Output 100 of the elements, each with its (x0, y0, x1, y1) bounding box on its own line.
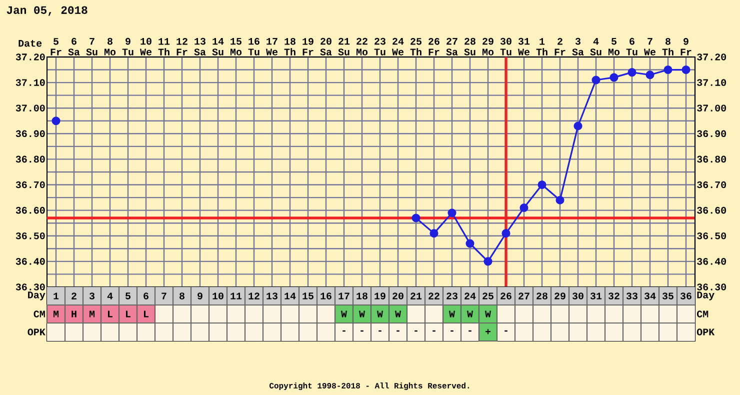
y2-tick-label: 37.00 (697, 104, 726, 112)
text: - (414, 330, 418, 332)
x-tick-label: 20 Sa (320, 38, 332, 56)
x-tick-label: 22 Mo (356, 38, 368, 56)
x-tick-label: 24 (464, 292, 476, 300)
point (574, 122, 582, 130)
point (682, 66, 690, 74)
x-tick-label: 1 (54, 292, 59, 300)
x-tick-label: 7 Su (86, 38, 98, 56)
x-tick-label: 20 (392, 292, 404, 300)
x-tick-label: 24 We (392, 38, 404, 56)
text: - (360, 330, 364, 332)
x-tick-label: 5 Fr (50, 38, 62, 56)
text: - (432, 330, 436, 332)
y-tick-label: 36.80 (16, 156, 45, 163)
x-axis-title: Day (28, 292, 46, 300)
y2-tick-label: 37.20 (697, 54, 726, 60)
point (502, 229, 510, 238)
point (646, 70, 654, 80)
x-tick-label: 12 (248, 292, 260, 300)
x-tick-label: 5 (126, 292, 130, 300)
x-tick-label: 28 (536, 292, 548, 300)
point (52, 116, 60, 126)
x-tick-label: 26 Fr (428, 38, 440, 56)
text: M (89, 310, 95, 318)
y2-tick-label: 36.50 (697, 232, 726, 240)
x-tick-label: 2 Fr (554, 38, 566, 56)
x-tick-label: 16 (320, 292, 332, 300)
text: W (341, 310, 347, 318)
x-tick-label: 3 (89, 292, 95, 300)
x-tick-label: 27 (518, 292, 530, 300)
x-tick-label: 10 (212, 292, 224, 300)
x-tick-label: 33 (626, 292, 638, 300)
text: - (504, 330, 508, 332)
point (556, 196, 564, 204)
y2-tick-label: OPK (696, 328, 715, 336)
x-tick-label: 30 (572, 292, 584, 300)
point (430, 229, 438, 238)
text: M (53, 310, 59, 318)
x-tick-label: 6 (144, 292, 148, 300)
text: W (377, 310, 383, 318)
text: + (486, 329, 490, 334)
text: W (359, 310, 365, 318)
x-tick-label: 36 (680, 292, 692, 300)
point (412, 214, 420, 222)
x-tick-label: 8 Mo (104, 38, 116, 56)
y2-tick-label: 36.70 (697, 181, 726, 188)
x-tick-label: 7 We (644, 38, 656, 56)
x-tick-label: 12 Fr (176, 38, 188, 56)
text: - (342, 330, 346, 332)
x-tick-label: 34 (644, 292, 656, 300)
y-tick-label: 36.70 (16, 181, 45, 188)
x-tick-label: 3 Sa (572, 38, 584, 56)
y2-tick-label: 36.30 (697, 284, 726, 290)
y-tick-label: 36.90 (16, 130, 45, 138)
y-tick-label: 36.40 (16, 258, 45, 265)
text: W (395, 310, 401, 318)
y-tick-label: 36.50 (16, 232, 45, 240)
y-tick-label: OPK (28, 328, 46, 336)
point (520, 204, 528, 212)
x-tick-label: 22 (428, 292, 440, 300)
text: - (396, 330, 400, 332)
x-tick-label: 31 (590, 292, 602, 300)
x-tick-label: 11 (230, 292, 242, 300)
x-axis-title: Date (18, 40, 42, 47)
x-tick-label: 32 (608, 292, 620, 300)
y-tick-label: 36.30 (16, 284, 45, 290)
x-tick-label: 18 Th (284, 38, 296, 56)
x-tick-label: 14 (284, 292, 296, 300)
x-tick-label: 14 Su (212, 38, 224, 56)
text: - (450, 330, 454, 332)
x-tick-label: 27 Sa (446, 38, 458, 56)
point (466, 239, 474, 248)
point (484, 257, 492, 266)
x-tick-label: 30 Tu (500, 38, 512, 56)
chart-title: Jan 05, 2018 (6, 6, 88, 16)
x-tick-label: 6 Sa (68, 38, 80, 56)
x-tick-label: 9 Fr (680, 38, 692, 56)
x-tick-label: 11 Th (158, 38, 170, 56)
y-tick-label: 37.00 (16, 104, 45, 112)
x-tick-label: 16 Tu (248, 38, 260, 56)
x-tick-label: 29 (554, 292, 566, 300)
y-tick-label: 37.10 (16, 79, 45, 86)
text: - (378, 330, 382, 332)
text: W (484, 310, 491, 318)
x-tick-label: 25 Th (410, 38, 422, 56)
text: W (449, 310, 455, 318)
y-tick-label: 36.60 (16, 206, 45, 214)
y2-tick-label: 36.60 (697, 206, 726, 214)
x-tick-label: 23 Tu (374, 38, 386, 56)
y2-tick-label: 36.80 (697, 156, 726, 163)
y2-tick-label: 36.40 (697, 258, 726, 265)
x-tick-label: 15 (302, 292, 314, 300)
text: W (467, 310, 473, 318)
point (664, 66, 672, 74)
x-tick-label: 21 (410, 292, 422, 300)
text: H (72, 310, 76, 318)
x-tick-label: 19 (374, 292, 386, 300)
y2-tick-label: 37.10 (697, 79, 726, 86)
x-tick-label: 8 (180, 292, 184, 300)
